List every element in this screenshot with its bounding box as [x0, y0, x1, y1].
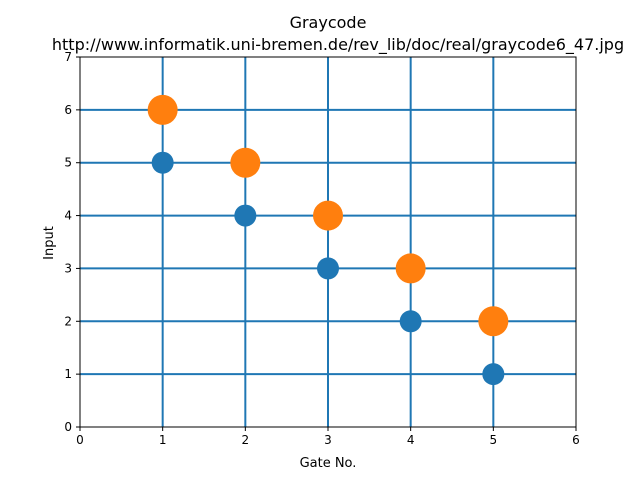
series-1-point-4: [478, 306, 509, 337]
series-1-point-2: [313, 200, 343, 231]
series-0-point-1: [234, 204, 257, 227]
y-tick-label-4: 4: [64, 209, 72, 223]
x-tick-label-6: 6: [572, 433, 580, 447]
x-tick-label-5: 5: [490, 433, 498, 447]
x-tick-label-4: 4: [407, 433, 415, 447]
series-0-point-4: [482, 363, 505, 386]
series-0-point-3: [399, 310, 422, 333]
series-1-point-3: [395, 253, 426, 284]
x-tick-label-0: 0: [76, 433, 84, 447]
series-1-point-0: [147, 94, 178, 125]
series-0-point-0: [151, 151, 174, 174]
y-tick-label-3: 3: [64, 261, 72, 275]
y-tick-label-7: 7: [64, 50, 72, 64]
y-tick-label-1: 1: [64, 367, 72, 381]
x-tick-label-2: 2: [242, 433, 250, 447]
x-tick-label-3: 3: [324, 433, 332, 447]
axis-ticks: 0 1 2 3 4 5 6 0 1 2 3 4 5 6 7: [64, 50, 579, 447]
data-points: [147, 94, 509, 386]
series-1-point-1: [230, 147, 261, 178]
chart-subtitle: http://www.informatik.uni-bremen.de/rev_…: [52, 35, 624, 55]
x-tick-label-1: 1: [159, 433, 167, 447]
y-tick-label-0: 0: [64, 420, 72, 434]
chart-title: Graycode: [290, 13, 367, 32]
y-tick-label-5: 5: [64, 156, 72, 170]
y-axis-label: Input: [42, 226, 57, 260]
x-axis-label: Gate No.: [300, 456, 357, 471]
y-tick-label-6: 6: [64, 103, 72, 117]
y-tick-label-2: 2: [64, 314, 72, 328]
series-0-point-2: [317, 257, 339, 280]
plot-frame: [79, 56, 577, 428]
